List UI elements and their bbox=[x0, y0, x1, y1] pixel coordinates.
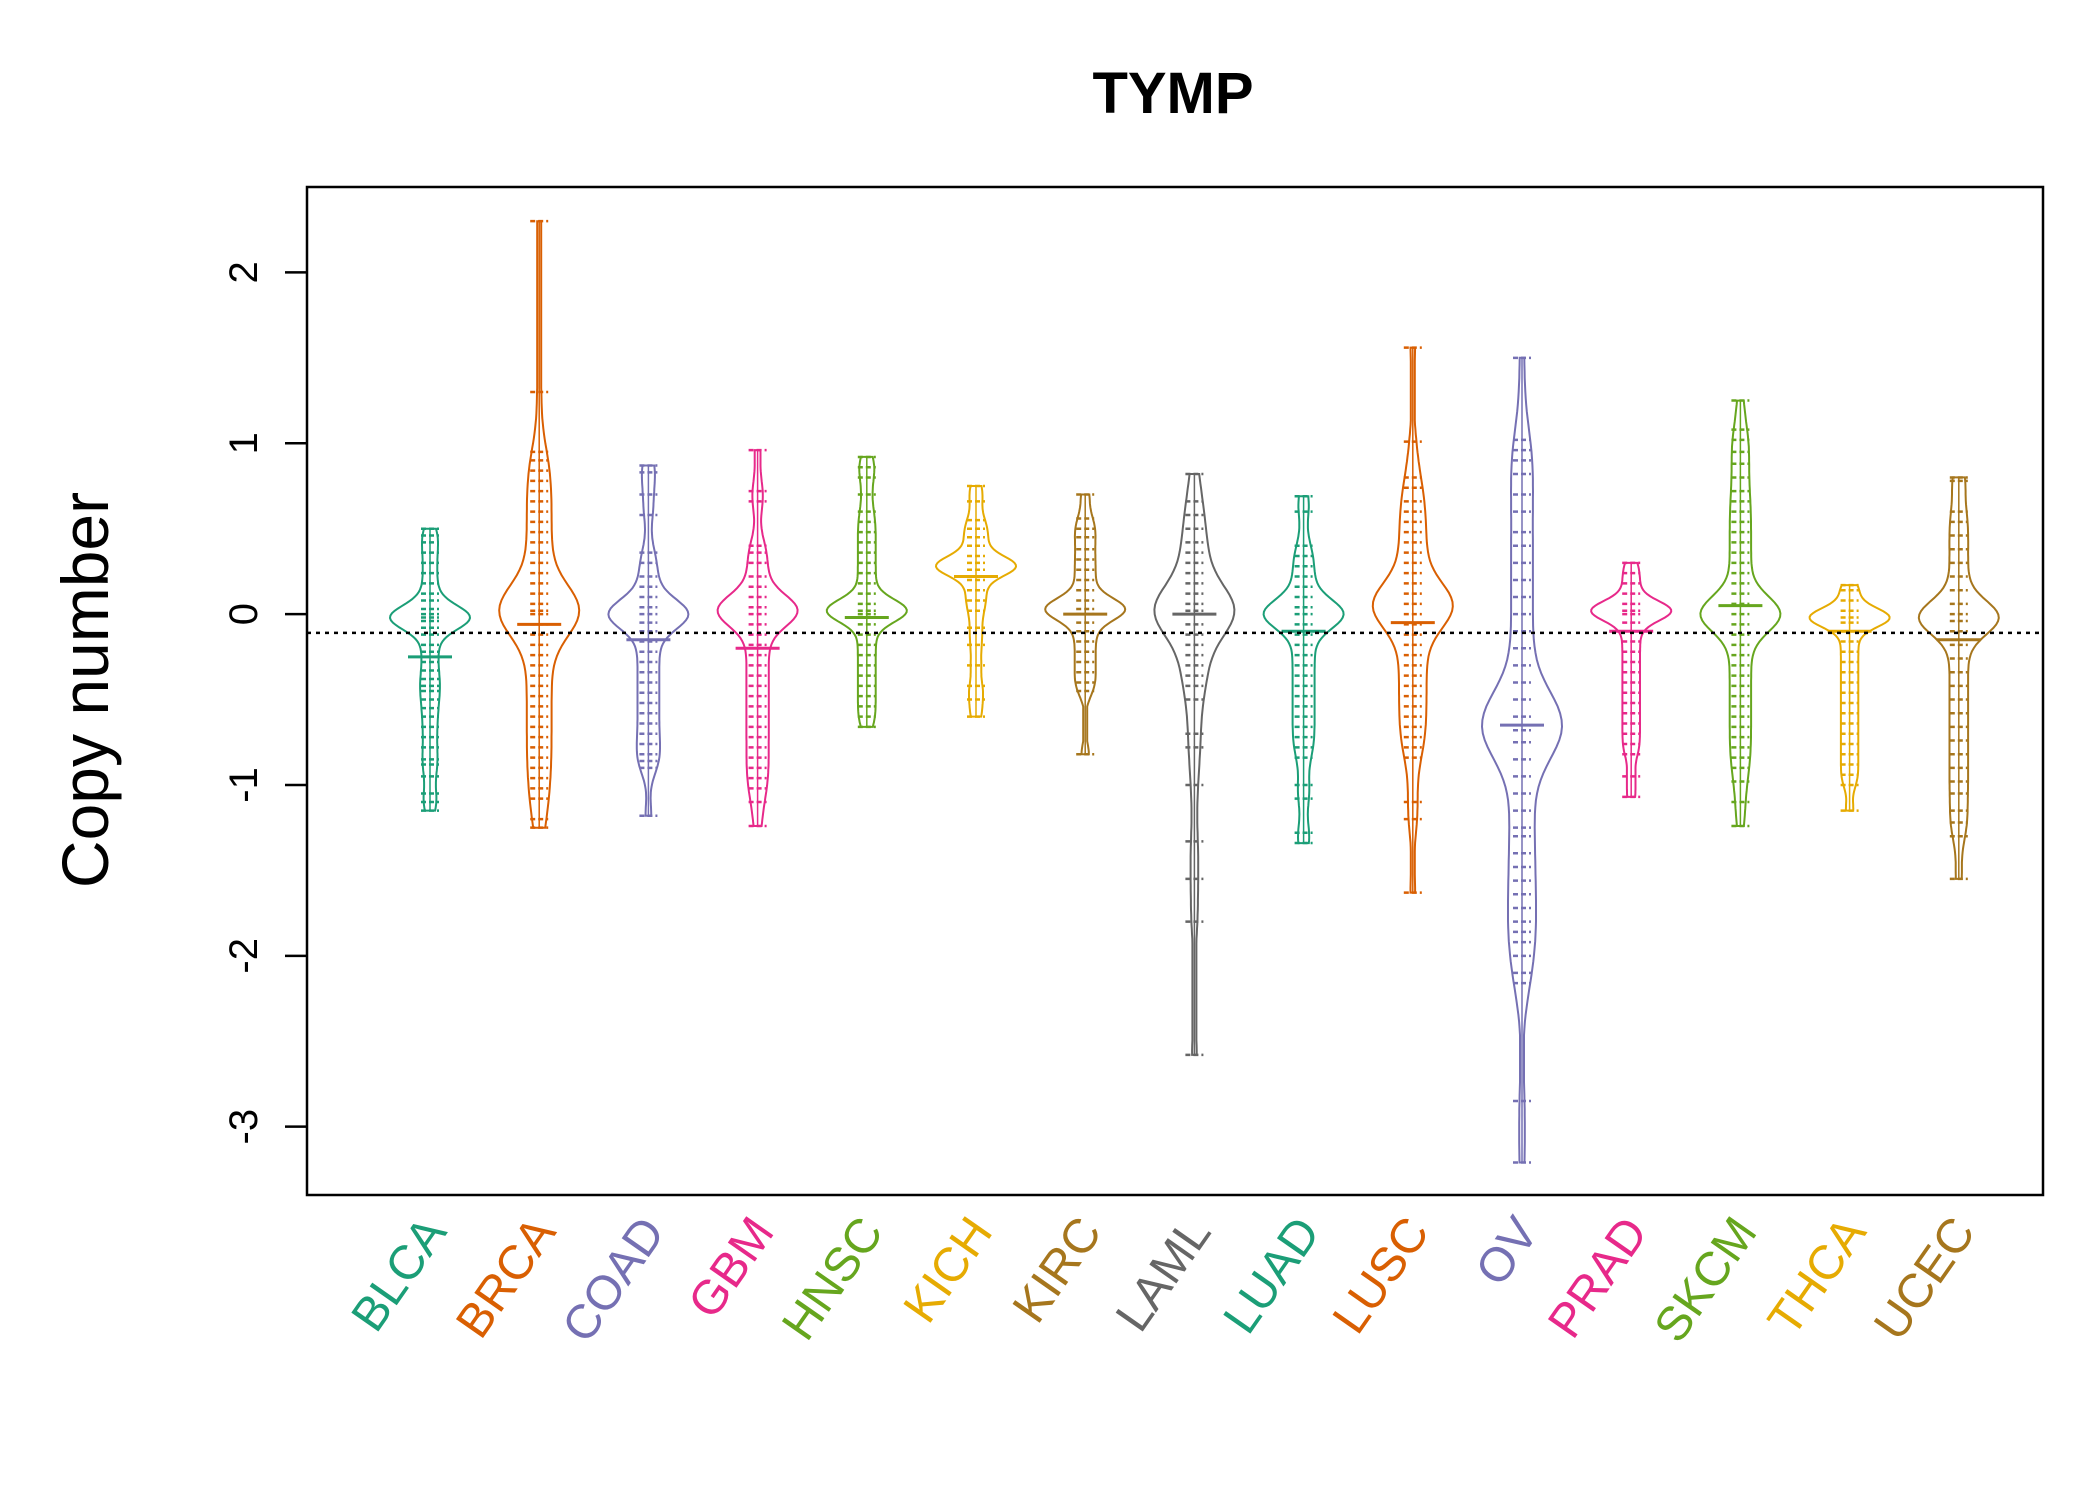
x-tick-label: PRAD bbox=[1538, 1208, 1658, 1348]
y-tick-label: 1 bbox=[222, 432, 266, 454]
bean-thca bbox=[1808, 583, 1891, 812]
plot-frame bbox=[305, 185, 2045, 1197]
bean-kirc bbox=[1044, 493, 1127, 756]
y-axis-label: Copy number bbox=[48, 492, 122, 888]
chart-title: TYMP bbox=[1092, 61, 1253, 126]
bean-skcm bbox=[1699, 399, 1782, 828]
bean-gbm bbox=[716, 448, 799, 828]
bean-kich bbox=[934, 484, 1018, 718]
y-tick-label: -3 bbox=[222, 1109, 266, 1145]
bean-blca bbox=[388, 527, 472, 812]
beans-layer bbox=[388, 219, 2000, 1164]
bean-ucec bbox=[1917, 476, 2000, 881]
y-tick-label: -2 bbox=[222, 938, 266, 974]
bean-hnsc bbox=[825, 455, 908, 729]
x-tick-label: LUSC bbox=[1323, 1208, 1440, 1343]
x-tick-label: HNSC bbox=[772, 1208, 893, 1350]
x-tick-label: KICH bbox=[894, 1208, 1003, 1332]
bean-prad bbox=[1590, 561, 1673, 799]
bean-luad bbox=[1262, 494, 1345, 845]
x-tick-label: GBM bbox=[678, 1208, 784, 1328]
x-tick-label: SKCM bbox=[1644, 1208, 1767, 1352]
x-tick-label: BRCA bbox=[446, 1208, 566, 1348]
y-tick-label: -1 bbox=[222, 767, 266, 803]
x-tick-label: LAML bbox=[1106, 1208, 1221, 1341]
bean-brca bbox=[498, 219, 581, 829]
x-tick-label: KIRC bbox=[1003, 1208, 1112, 1332]
x-tick-label: LUAD bbox=[1214, 1208, 1331, 1343]
x-tick-label: THCA bbox=[1758, 1208, 1876, 1345]
bean-ov bbox=[1480, 356, 1564, 1164]
bean-laml bbox=[1153, 472, 1236, 1057]
y-tick-label: 2 bbox=[222, 261, 266, 283]
x-tick-label: OV bbox=[1466, 1208, 1549, 1295]
y-tick-label: 0 bbox=[222, 603, 266, 625]
x-tick-label: COAD bbox=[552, 1208, 675, 1352]
x-tick-label: BLCA bbox=[342, 1208, 457, 1341]
x-tick-label: UCEC bbox=[1864, 1208, 1985, 1350]
bean-lusc bbox=[1371, 346, 1454, 894]
bean-coad bbox=[607, 464, 690, 817]
